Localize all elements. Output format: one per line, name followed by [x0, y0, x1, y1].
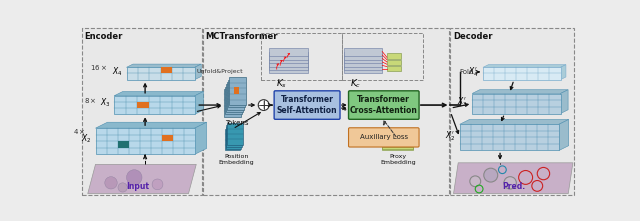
Polygon shape: [195, 122, 207, 154]
Text: Pred.: Pred.: [502, 182, 525, 191]
Bar: [451, 28, 575, 195]
Polygon shape: [195, 91, 204, 114]
Polygon shape: [460, 120, 569, 124]
Bar: [227, 123, 243, 145]
Bar: [387, 66, 401, 71]
Polygon shape: [472, 90, 568, 93]
Text: $X_3$: $X_3$: [100, 97, 110, 109]
FancyBboxPatch shape: [349, 91, 419, 119]
Text: $16\times$: $16\times$: [90, 63, 107, 72]
Text: $X_2'$: $X_2'$: [445, 130, 455, 143]
Text: Input: Input: [127, 182, 150, 191]
Polygon shape: [472, 93, 561, 114]
Bar: [344, 59, 382, 67]
Bar: [226, 84, 243, 112]
Text: $K_c$: $K_c$: [351, 78, 362, 90]
Bar: [382, 143, 413, 149]
Text: Unfold&Project: Unfold&Project: [196, 69, 243, 74]
Bar: [228, 80, 245, 107]
Text: Position
Embedding: Position Embedding: [219, 154, 254, 165]
Bar: [81, 28, 202, 195]
Bar: [387, 53, 401, 59]
Text: Decoder: Decoder: [452, 32, 492, 41]
Bar: [269, 66, 308, 74]
Polygon shape: [162, 135, 173, 141]
Polygon shape: [95, 122, 207, 128]
Text: $4\times$: $4\times$: [74, 127, 86, 136]
Circle shape: [504, 177, 516, 189]
Bar: [382, 141, 413, 147]
Circle shape: [484, 168, 498, 182]
Text: $X_3'$: $X_3'$: [457, 95, 467, 109]
Text: +: +: [259, 99, 269, 112]
Polygon shape: [127, 67, 195, 80]
Polygon shape: [161, 67, 172, 74]
Bar: [344, 48, 382, 56]
Polygon shape: [195, 64, 201, 80]
Polygon shape: [95, 128, 195, 154]
Text: $K_s$: $K_s$: [276, 78, 287, 90]
Bar: [269, 59, 308, 67]
Polygon shape: [114, 96, 195, 114]
Text: $X_4$: $X_4$: [112, 66, 123, 78]
Text: $X_4'$: $X_4'$: [468, 65, 478, 79]
Polygon shape: [460, 124, 559, 151]
Bar: [382, 144, 413, 151]
Bar: [225, 87, 242, 114]
Bar: [344, 52, 382, 60]
Polygon shape: [127, 64, 201, 67]
Text: Transformer
Cross-Attention: Transformer Cross-Attention: [350, 95, 418, 115]
FancyBboxPatch shape: [274, 91, 340, 119]
Bar: [227, 82, 244, 110]
Bar: [226, 127, 241, 149]
Bar: [227, 125, 242, 147]
Circle shape: [105, 177, 117, 189]
Text: $8\times$: $8\times$: [84, 96, 97, 105]
Circle shape: [118, 183, 127, 192]
Bar: [269, 62, 308, 70]
FancyBboxPatch shape: [349, 128, 419, 147]
Bar: [225, 129, 241, 151]
Text: Encoder: Encoder: [84, 32, 122, 41]
Bar: [269, 52, 308, 60]
Text: Transformer
Self-Attention: Transformer Self-Attention: [276, 95, 337, 115]
Circle shape: [152, 179, 163, 190]
Bar: [344, 66, 382, 74]
Polygon shape: [114, 91, 204, 96]
Polygon shape: [118, 141, 129, 148]
Bar: [344, 55, 382, 63]
Circle shape: [259, 100, 269, 110]
Text: Fold: Fold: [460, 69, 474, 75]
Polygon shape: [561, 65, 566, 80]
Bar: [261, 33, 342, 80]
Polygon shape: [137, 102, 148, 108]
Circle shape: [470, 176, 481, 187]
Bar: [269, 55, 308, 63]
Text: Auxillary Loss: Auxillary Loss: [360, 134, 408, 140]
Bar: [269, 48, 308, 56]
Circle shape: [127, 170, 142, 185]
Polygon shape: [454, 163, 573, 194]
Polygon shape: [483, 67, 561, 80]
Text: Tokens: Tokens: [225, 120, 248, 126]
Polygon shape: [559, 120, 569, 151]
Polygon shape: [483, 65, 566, 67]
Text: MCTransformer: MCTransformer: [205, 32, 278, 41]
Bar: [387, 60, 401, 65]
Text: Proxy
Embedding: Proxy Embedding: [380, 154, 415, 165]
Text: $X_2$: $X_2$: [81, 133, 92, 145]
Bar: [344, 62, 382, 70]
Bar: [229, 77, 246, 105]
Polygon shape: [561, 90, 568, 114]
Polygon shape: [234, 87, 239, 94]
Bar: [204, 28, 449, 195]
Bar: [342, 33, 422, 80]
Polygon shape: [88, 164, 196, 194]
Bar: [224, 89, 241, 117]
